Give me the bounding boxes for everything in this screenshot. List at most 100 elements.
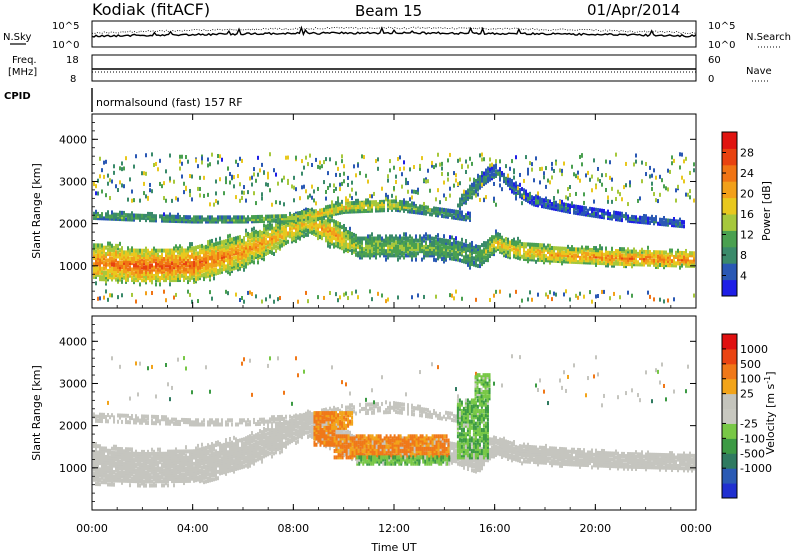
power-cell	[181, 246, 183, 251]
power-cell	[401, 206, 403, 211]
power-cell	[503, 242, 505, 247]
velocity-cell	[125, 466, 127, 471]
power-cell	[113, 254, 115, 259]
power-cell	[327, 243, 329, 248]
power-cell	[195, 266, 197, 271]
power-cell	[341, 199, 343, 204]
power-cell	[229, 244, 231, 249]
power-cell	[549, 180, 551, 185]
power-cell	[197, 251, 199, 256]
power-cell	[251, 259, 253, 264]
power-cell	[691, 251, 693, 256]
power-cell	[315, 209, 317, 214]
power-cell	[397, 236, 399, 241]
power-cell	[661, 263, 663, 268]
power-cell	[161, 257, 163, 262]
velocity-cell	[103, 480, 105, 485]
power-cell	[681, 253, 683, 258]
power-cell	[117, 277, 119, 282]
power-cell	[543, 198, 545, 203]
power-cell	[659, 252, 661, 257]
power-cell	[207, 263, 209, 268]
power-cell	[189, 242, 191, 247]
power-cell	[635, 251, 637, 256]
power-cell	[145, 276, 147, 281]
power-cell	[499, 167, 501, 172]
power-cell	[561, 168, 563, 173]
power-cell	[159, 265, 161, 270]
power-cell	[173, 250, 175, 255]
velocity-cell	[93, 475, 95, 480]
power-cell	[383, 208, 385, 213]
power-cell	[639, 256, 641, 261]
velocity-cell	[93, 463, 95, 468]
power-cell	[555, 254, 557, 259]
power-cell	[395, 207, 397, 212]
power-cell	[243, 242, 245, 247]
power-cell	[315, 201, 317, 206]
power-cell	[665, 222, 667, 227]
power-cell	[105, 214, 107, 219]
power-cell	[427, 244, 429, 249]
power-cell	[519, 245, 521, 250]
velocity-cell	[105, 459, 107, 464]
power-cell	[123, 254, 125, 259]
power-cell	[449, 245, 451, 250]
power-cell	[211, 243, 213, 248]
power-cell	[583, 207, 585, 212]
power-cell	[97, 243, 99, 248]
power-cell	[301, 159, 303, 164]
power-cell	[349, 235, 351, 240]
power-cell	[461, 216, 463, 221]
power-cell	[359, 209, 361, 214]
power-cell	[569, 203, 571, 208]
power-cell	[313, 223, 315, 228]
power-cell	[151, 211, 153, 216]
power-cell	[115, 252, 117, 257]
power-cell	[305, 216, 307, 221]
power-cell	[355, 203, 357, 208]
power-cell	[511, 178, 513, 183]
power-cell	[153, 214, 155, 219]
power-cell	[301, 185, 303, 190]
power-cell	[489, 247, 491, 252]
power-cell	[593, 158, 595, 163]
power-cell	[219, 249, 221, 254]
power-cell	[373, 238, 375, 243]
power-cell	[371, 242, 373, 247]
power-cell	[575, 206, 577, 211]
power-cell	[685, 251, 687, 256]
power-cell	[179, 250, 181, 255]
power-cell	[355, 235, 357, 240]
power-cell	[565, 209, 567, 214]
power-cell	[101, 268, 103, 273]
power-cell	[615, 249, 617, 254]
power-cell	[475, 246, 477, 251]
power-cell	[687, 259, 689, 264]
power-cell	[383, 253, 385, 258]
power-cell	[409, 244, 411, 249]
power-cell	[127, 250, 129, 255]
velocity-cell	[103, 471, 105, 476]
power-cell	[547, 294, 549, 299]
power-cell	[309, 209, 311, 214]
power-cell	[585, 206, 587, 211]
power-cell	[303, 214, 305, 219]
power-cell	[225, 266, 227, 271]
velocity-cell	[117, 465, 119, 470]
power-cell	[403, 240, 405, 245]
power-cell	[483, 251, 485, 256]
power-cell	[283, 221, 285, 226]
power-cell	[193, 267, 195, 272]
power-cell	[529, 255, 531, 260]
power-cell	[107, 212, 109, 217]
power-cell	[343, 207, 345, 212]
velocity-cell	[113, 463, 115, 468]
power-cell	[489, 173, 491, 178]
power-cell	[403, 251, 405, 256]
power-cell	[495, 248, 497, 253]
velocity-cell	[101, 416, 103, 421]
power-cell	[251, 217, 253, 222]
velocity-cell	[111, 446, 113, 451]
power-cell	[285, 218, 287, 223]
